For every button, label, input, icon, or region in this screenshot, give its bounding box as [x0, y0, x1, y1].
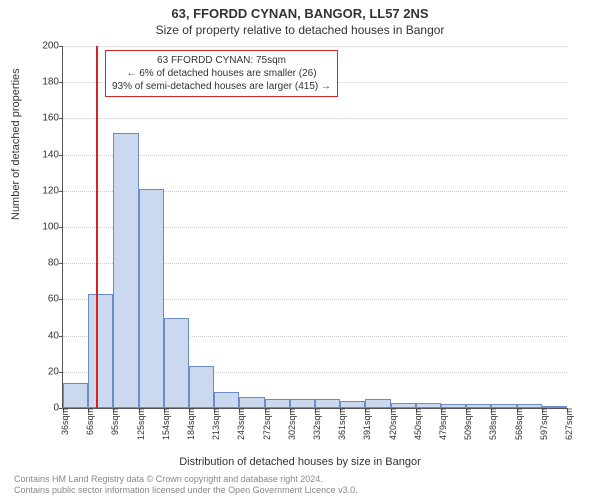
- y-tick-label: 60: [48, 294, 63, 305]
- histogram-bar: [265, 399, 290, 408]
- page-title-address: 63, FFORDD CYNAN, BANGOR, LL57 2NS: [0, 0, 600, 21]
- x-tick-label: 66sqm: [81, 408, 95, 435]
- y-tick-label: 200: [42, 41, 63, 52]
- footer-line-1: Contains HM Land Registry data © Crown c…: [14, 474, 358, 485]
- x-tick-label: 125sqm: [132, 408, 146, 440]
- y-tick-label: 80: [48, 258, 63, 269]
- x-axis-label: Distribution of detached houses by size …: [0, 456, 600, 468]
- property-marker-line: [96, 46, 98, 408]
- y-tick-label: 180: [42, 77, 63, 88]
- x-tick-label: 302sqm: [283, 408, 297, 440]
- property-annotation: 63 FFORDD CYNAN: 75sqm← 6% of detached h…: [105, 50, 338, 97]
- y-tick-label: 140: [42, 149, 63, 160]
- x-tick-label: 597sqm: [535, 408, 549, 440]
- x-tick-label: 509sqm: [459, 408, 473, 440]
- histogram-bar: [315, 399, 340, 408]
- histogram-bar: [214, 392, 239, 408]
- gridline: [63, 155, 567, 156]
- x-tick-label: 332sqm: [308, 408, 322, 440]
- x-tick-label: 184sqm: [182, 408, 196, 440]
- x-tick-label: 154sqm: [157, 408, 171, 440]
- y-tick-label: 100: [42, 222, 63, 233]
- annotation-line: ← 6% of detached houses are smaller (26): [112, 67, 331, 80]
- y-tick-label: 120: [42, 185, 63, 196]
- gridline: [63, 118, 567, 119]
- x-tick-label: 450sqm: [409, 408, 423, 440]
- x-tick-label: 272sqm: [258, 408, 272, 440]
- y-tick-label: 160: [42, 113, 63, 124]
- histogram-bar: [164, 318, 189, 409]
- histogram-bar: [365, 399, 390, 408]
- footer-line-2: Contains public sector information licen…: [14, 485, 358, 496]
- y-tick-label: 20: [48, 366, 63, 377]
- histogram-bar: [63, 383, 88, 408]
- x-tick-label: 361sqm: [333, 408, 347, 440]
- x-tick-label: 36sqm: [56, 408, 70, 435]
- histogram-bar: [88, 294, 113, 408]
- x-tick-label: 95sqm: [106, 408, 120, 435]
- histogram-bar: [113, 133, 138, 408]
- x-tick-label: 627sqm: [560, 408, 574, 440]
- gridline: [63, 46, 567, 47]
- y-axis-label: Number of detached properties: [10, 68, 22, 220]
- x-tick-label: 479sqm: [434, 408, 448, 440]
- page-subtitle: Size of property relative to detached ho…: [0, 21, 600, 37]
- histogram-bar: [139, 189, 164, 408]
- annotation-line: 63 FFORDD CYNAN: 75sqm: [112, 54, 331, 67]
- x-tick-label: 568sqm: [510, 408, 524, 440]
- histogram-bar: [290, 399, 315, 408]
- annotation-line: 93% of semi-detached houses are larger (…: [112, 80, 331, 93]
- histogram-bar: [239, 397, 264, 408]
- x-tick-label: 391sqm: [358, 408, 372, 440]
- x-tick-label: 538sqm: [484, 408, 498, 440]
- x-tick-label: 243sqm: [232, 408, 246, 440]
- histogram-bar: [340, 401, 365, 408]
- x-tick-label: 213sqm: [207, 408, 221, 440]
- histogram-bar: [189, 366, 214, 408]
- copyright-footer: Contains HM Land Registry data © Crown c…: [14, 474, 358, 497]
- y-tick-label: 40: [48, 330, 63, 341]
- histogram-chart: 02040608010012014016018020036sqm66sqm95s…: [62, 46, 567, 409]
- x-tick-label: 420sqm: [384, 408, 398, 440]
